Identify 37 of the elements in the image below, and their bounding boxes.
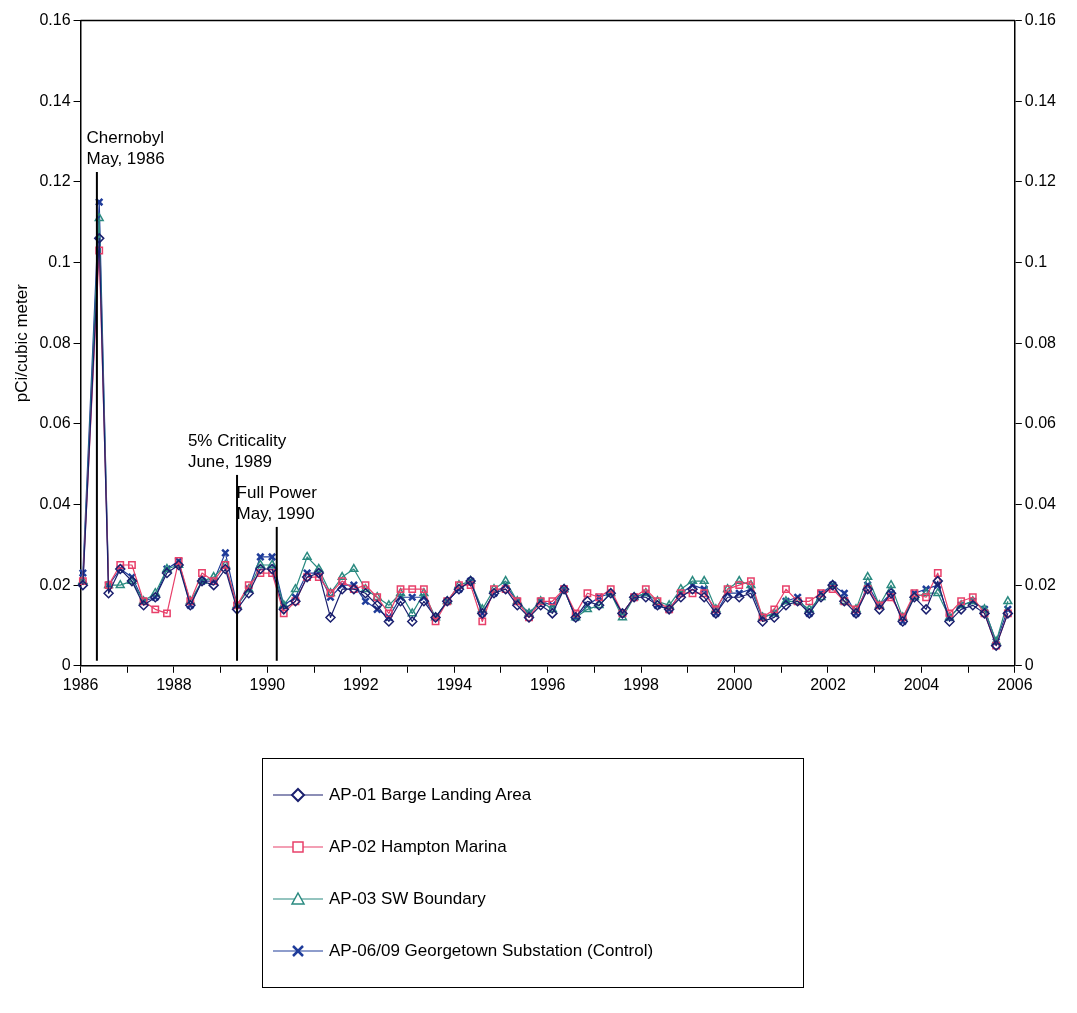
legend-label: AP-03 SW Boundary <box>329 889 486 909</box>
y2-tick-label: 0.12 <box>1024 172 1057 190</box>
y-tick-label: 0.02 <box>39 575 71 593</box>
x-tick-label: 1996 <box>529 675 566 693</box>
ref-line-label: 5% Criticality June, 1989 <box>187 431 287 472</box>
x-tick-label: 1992 <box>343 675 379 693</box>
x-tick-label: 2000 <box>716 675 753 693</box>
y2-tick-label: 0.04 <box>1024 494 1057 512</box>
x-tick-label: 1986 <box>62 675 99 693</box>
y2-tick-label: 0 <box>1024 656 1034 674</box>
y2-tick-label: 0.14 <box>1024 91 1057 109</box>
y-tick-label: 0.04 <box>39 494 71 512</box>
y-tick-label: 0.16 <box>39 11 71 29</box>
x-tick-label: 1998 <box>623 675 660 693</box>
y-tick-label: 0 <box>61 656 71 674</box>
legend-label: AP-06/09 Georgetown Substation (Control) <box>329 941 654 961</box>
legend-label: AP-02 Hampton Marina <box>329 837 507 857</box>
y2-tick-label: 0.16 <box>1024 11 1057 29</box>
ref-line-label: Chernobyl May, 1986 <box>86 128 165 169</box>
y2-tick-label: 0.02 <box>1024 575 1057 593</box>
legend-label: AP-01 Barge Landing Area <box>329 785 532 805</box>
y-tick-label: 0.12 <box>39 172 71 190</box>
ref-line-label: Full Power May, 1990 <box>236 483 318 524</box>
x-tick-label: 1988 <box>156 675 192 693</box>
y2-tick-label: 0.06 <box>1024 414 1057 432</box>
x-tick-label: 2002 <box>810 675 846 693</box>
x-tick-label: 1990 <box>249 675 286 693</box>
x-tick-label: 2006 <box>997 675 1033 693</box>
x-tick-label: 2004 <box>903 675 940 693</box>
y-axis-title: pCi/cubic meter <box>11 283 31 403</box>
y2-tick-label: 0.1 <box>1024 252 1048 270</box>
y2-tick-label: 0.08 <box>1024 333 1057 351</box>
y-tick-label: 0.14 <box>39 91 71 109</box>
y-tick-label: 0.06 <box>39 414 71 432</box>
y-tick-label: 0.1 <box>48 252 71 270</box>
x-tick-label: 1994 <box>436 675 473 693</box>
y-tick-label: 0.08 <box>39 333 71 351</box>
